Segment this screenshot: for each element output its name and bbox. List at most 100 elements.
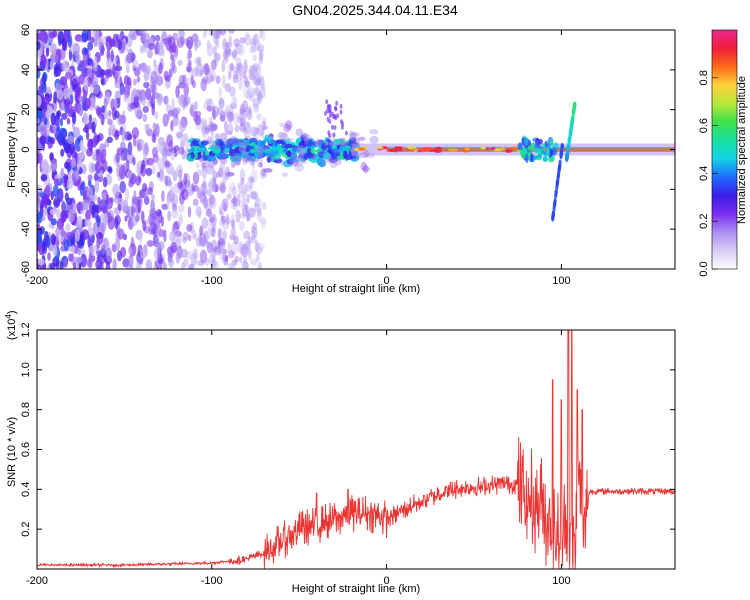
heatmap-cell bbox=[333, 139, 341, 143]
heatmap-cell bbox=[213, 30, 220, 40]
heatmap-cell bbox=[227, 70, 232, 80]
heatmap-cell bbox=[250, 42, 257, 53]
heatmap-cell bbox=[298, 151, 304, 161]
heatmap-cell bbox=[155, 233, 160, 247]
heatmap-cell bbox=[155, 143, 163, 153]
heatmap-cell bbox=[87, 121, 93, 130]
heatmap-cell bbox=[83, 47, 89, 55]
heatmap-cell bbox=[212, 219, 217, 232]
heatmap-cell bbox=[240, 177, 245, 186]
heatmap-cell bbox=[181, 188, 189, 201]
heatmap-cell bbox=[295, 128, 304, 137]
heatmap-cell bbox=[194, 115, 201, 126]
heatmap-cell bbox=[239, 256, 243, 264]
heatmap-cell bbox=[57, 30, 65, 44]
heatmap-cell bbox=[239, 221, 245, 231]
heatmap-cell bbox=[211, 179, 218, 189]
heatmap-cell bbox=[170, 54, 174, 61]
heatmap-cell bbox=[261, 140, 266, 146]
heatmap-cell bbox=[233, 38, 240, 48]
y-tick-label: 60 bbox=[20, 24, 32, 36]
heatmap-cell bbox=[225, 42, 230, 56]
heatmap-cell bbox=[201, 217, 209, 229]
heatmap-cell bbox=[201, 125, 212, 131]
heatmap-cell bbox=[238, 241, 244, 254]
heatmap-cell bbox=[256, 93, 262, 101]
heatmap-cell bbox=[101, 105, 106, 113]
heatmap-cell bbox=[241, 140, 249, 148]
heatmap-cell bbox=[571, 113, 575, 120]
heatmap-cell bbox=[82, 199, 89, 211]
heatmap-cell bbox=[92, 206, 99, 219]
heatmap-cell bbox=[219, 114, 226, 122]
heatmap-cell bbox=[241, 67, 246, 77]
heatmap-cell bbox=[136, 76, 141, 83]
heatmap-cell bbox=[146, 240, 155, 247]
heatmap-cell bbox=[40, 125, 47, 138]
heatmap-cell bbox=[518, 143, 523, 150]
heatmap-cell bbox=[218, 237, 226, 250]
heatmap-cell bbox=[100, 244, 106, 253]
heatmap-cell bbox=[100, 69, 106, 78]
heatmap-cell bbox=[268, 153, 275, 161]
heatmap-cell bbox=[257, 161, 263, 168]
heatmap-cell bbox=[237, 139, 243, 147]
heatmap-cell bbox=[250, 176, 255, 184]
heatmap-cell bbox=[247, 68, 253, 76]
heatmap-cell bbox=[171, 65, 177, 74]
x-tick-label: 100 bbox=[552, 575, 570, 587]
heatmap-cell bbox=[211, 223, 217, 233]
colorbar-scale bbox=[711, 29, 738, 270]
heatmap-cell bbox=[210, 121, 215, 135]
heatmap-cell bbox=[164, 160, 171, 168]
heatmap-cell bbox=[68, 140, 75, 155]
heatmap-cell bbox=[219, 142, 224, 147]
heatmap-cell bbox=[42, 193, 50, 206]
heatmap-cell bbox=[128, 30, 136, 39]
heatmap-cell bbox=[63, 259, 68, 268]
heatmap-cell bbox=[198, 147, 206, 152]
heatmap-cell bbox=[240, 118, 246, 127]
y-tick-label: -60 bbox=[20, 261, 32, 277]
heatmap-cell bbox=[210, 59, 217, 71]
heatmap-cell bbox=[232, 49, 237, 61]
heatmap-cell bbox=[226, 111, 234, 123]
heatmap-cell bbox=[201, 124, 206, 138]
heatmap-cell bbox=[114, 130, 120, 141]
heatmap-cell bbox=[145, 259, 153, 269]
heatmap-cell bbox=[247, 176, 254, 184]
heatmap-cell bbox=[284, 137, 295, 143]
heatmap-cell bbox=[225, 213, 230, 226]
heatmap-cell bbox=[280, 132, 289, 141]
heatmap-cell bbox=[225, 104, 231, 117]
heatmap-cell bbox=[298, 140, 307, 149]
heatmap-cell bbox=[241, 202, 248, 217]
heatmap-cell bbox=[218, 99, 225, 109]
heatmap-cell bbox=[510, 146, 518, 150]
heatmap-cell bbox=[197, 63, 204, 77]
heatmap-cell bbox=[259, 49, 264, 61]
heatmap-cell bbox=[221, 59, 226, 73]
heatmap-cell bbox=[239, 243, 247, 257]
heatmap-cell bbox=[560, 142, 564, 149]
heatmap-cell bbox=[258, 153, 265, 159]
heatmap-cell bbox=[143, 81, 150, 89]
heatmap-cell bbox=[101, 159, 108, 172]
y-tick-label: 1.0 bbox=[20, 362, 32, 377]
heatmap-cell bbox=[239, 110, 247, 121]
heatmap-cell bbox=[177, 95, 185, 105]
heatmap-cell bbox=[291, 147, 298, 153]
heatmap-cell bbox=[248, 152, 253, 158]
heatmap-cell bbox=[549, 139, 554, 147]
heatmap-cell bbox=[239, 61, 243, 76]
heatmap-cell bbox=[251, 225, 255, 234]
heatmap-cell bbox=[87, 227, 95, 236]
heatmap-cell bbox=[206, 43, 214, 57]
heatmap-cell bbox=[243, 121, 251, 134]
heatmap-cell bbox=[64, 161, 69, 170]
heatmap-cell bbox=[523, 137, 529, 147]
heatmap-cell bbox=[204, 98, 213, 106]
heatmap-cell bbox=[224, 120, 228, 133]
heatmap-cell bbox=[256, 44, 265, 53]
heatmap-cell bbox=[196, 169, 203, 177]
